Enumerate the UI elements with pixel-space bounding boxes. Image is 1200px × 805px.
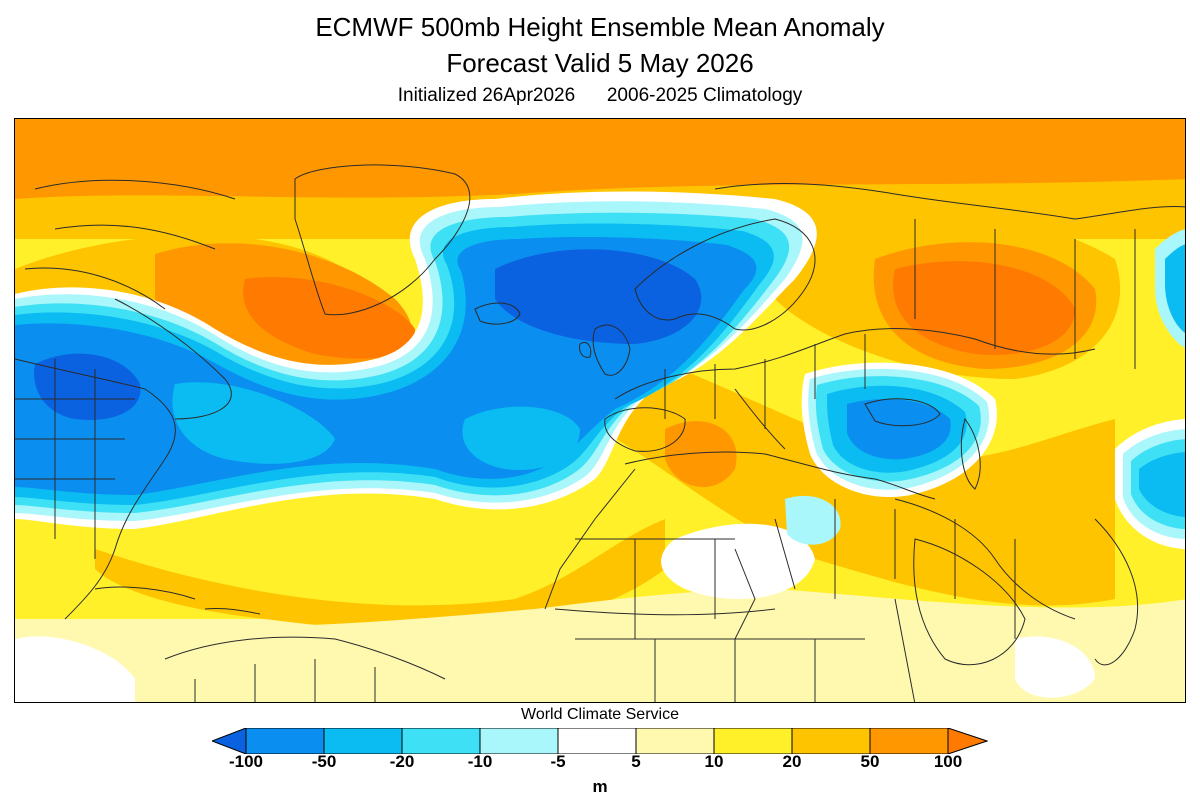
colorbar-units: m <box>592 777 608 796</box>
colorbar-swatch-5-10 <box>635 728 715 754</box>
anomaly-map <box>14 118 1186 703</box>
colorbar-swatch-100-50 <box>245 728 325 754</box>
colorbar-tick-label: 50 <box>860 752 880 771</box>
colorbar-tick-label: -10 <box>467 752 493 771</box>
colorbar-tick-label: -100 <box>228 752 264 771</box>
colorbar-swatch-10-20 <box>713 728 793 754</box>
colorbar-swatch-50-20 <box>323 728 403 754</box>
colorbar-tick-label: -5 <box>550 752 566 771</box>
colorbar-tick-label: 10 <box>704 752 724 771</box>
colorbar-swatch-20-10 <box>401 728 481 754</box>
colorbar-swatch-10-5 <box>479 728 559 754</box>
map-title: ECMWF 500mb Height Ensemble Mean Anomaly <box>315 12 885 42</box>
forecast-valid-title: Forecast Valid 5 May 2026 <box>446 48 754 78</box>
credit-label: World Climate Service <box>521 706 679 723</box>
initialized-subtitle: Initialized 26Apr2026 2006-2025 Climatol… <box>397 85 803 106</box>
colorbar-tick-label: 100 <box>933 752 963 771</box>
colorbar-swatch-50-100 <box>869 728 949 754</box>
colorbar <box>212 728 988 754</box>
colorbar-tick-label: 20 <box>782 752 802 771</box>
colorbar-tick-label: -50 <box>311 752 337 771</box>
colorbar-tick-label: -20 <box>389 752 415 771</box>
anomaly-field <box>15 119 1185 702</box>
coastlines <box>15 164 1185 702</box>
colorbar-swatch-gt-100 <box>947 728 988 754</box>
colorbar-swatch-lt-100 <box>212 728 247 754</box>
colorbar-tick-label: 5 <box>631 752 641 771</box>
colorbar-swatch-20-50 <box>791 728 871 754</box>
colorbar-swatch-5-5 <box>557 728 637 754</box>
